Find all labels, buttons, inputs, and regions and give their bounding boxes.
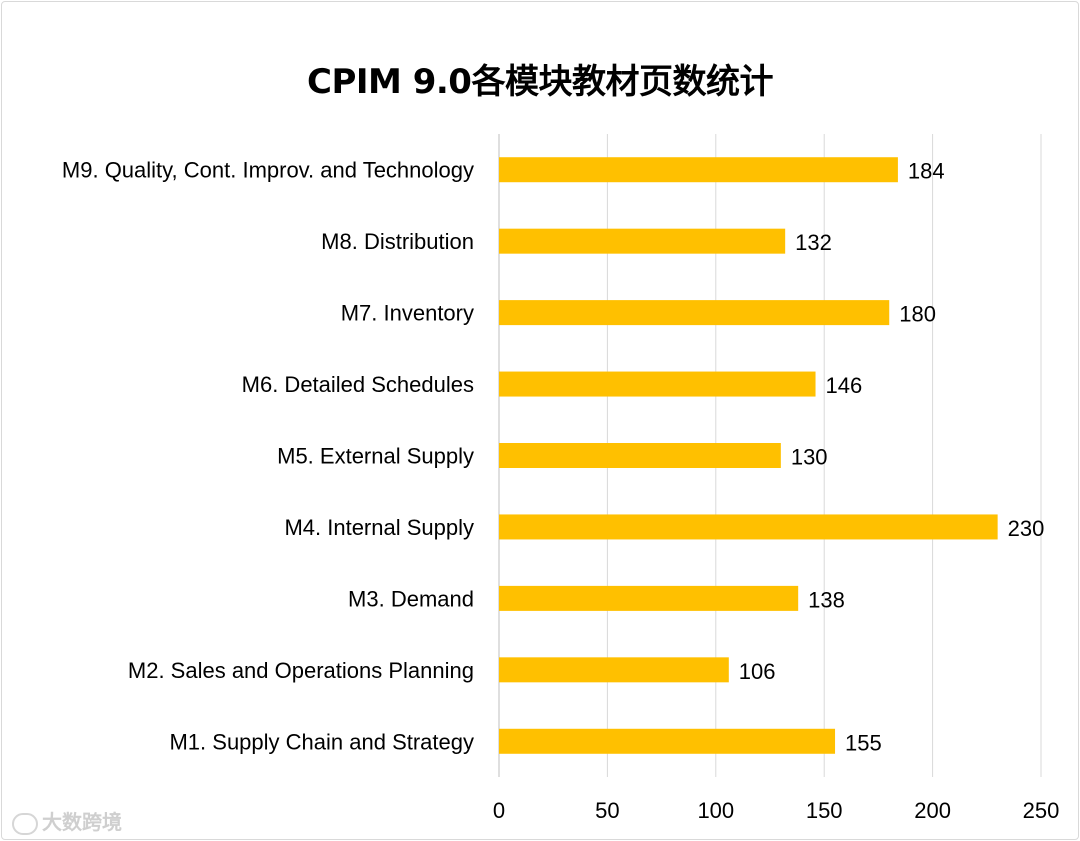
category-label: M2. Sales and Operations Planning: [128, 658, 474, 683]
data-label: 180: [899, 302, 936, 327]
data-label: 130: [791, 445, 828, 470]
x-tick-label: 0: [493, 798, 505, 823]
category-label: M7. Inventory: [341, 301, 474, 326]
x-tick-label: 200: [914, 798, 951, 823]
data-label: 138: [808, 587, 845, 612]
bar: [499, 514, 998, 540]
category-label: M6. Detailed Schedules: [242, 372, 474, 397]
bar: [499, 371, 816, 397]
category-label: M4. Internal Supply: [284, 515, 474, 540]
data-label: 155: [845, 730, 882, 755]
data-label: 132: [795, 230, 832, 255]
category-label: M5. External Supply: [277, 444, 474, 469]
bar: [499, 443, 781, 468]
category-label: M9. Quality, Cont. Improv. and Technolog…: [62, 158, 474, 183]
watermark-logo-icon: [12, 812, 38, 835]
watermark: 大数跨境: [12, 806, 122, 835]
category-label: M1. Supply Chain and Strategy: [169, 729, 474, 754]
bar: [499, 228, 786, 254]
bar: [499, 300, 890, 326]
x-tick-label: 150: [806, 798, 843, 823]
bar: [499, 657, 729, 683]
x-tick-label: 100: [697, 798, 734, 823]
data-label: 184: [908, 159, 945, 184]
bar: [499, 585, 799, 611]
bar: [499, 728, 836, 754]
x-tick-label: 50: [595, 798, 619, 823]
bar: [499, 157, 898, 183]
x-tick-label: 250: [1023, 798, 1060, 823]
chart-title: CPIM 9.0各模块教材页数统计: [307, 62, 773, 102]
data-label: 106: [739, 659, 776, 684]
data-label: 146: [826, 373, 863, 398]
watermark-text: 大数跨境: [42, 810, 122, 834]
category-label: M8. Distribution: [321, 229, 474, 254]
category-label: M3. Demand: [348, 586, 474, 611]
data-label: 230: [1008, 516, 1045, 541]
